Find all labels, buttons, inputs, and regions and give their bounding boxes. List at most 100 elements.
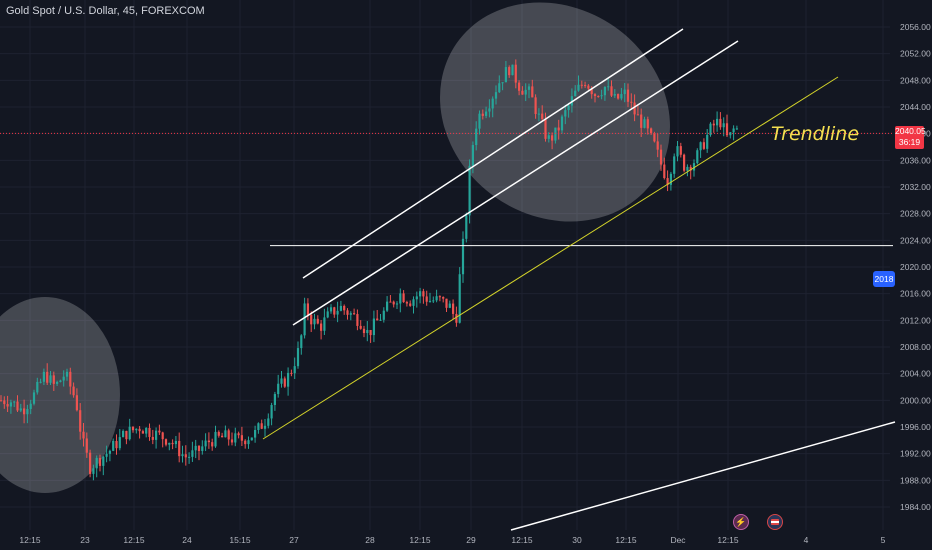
candle-body — [240, 435, 243, 441]
lightning-icon[interactable]: ⚡ — [733, 514, 749, 530]
candle-body — [9, 402, 12, 407]
time-tick-label: 15:15 — [229, 535, 251, 545]
trendline[interactable] — [262, 76, 839, 440]
candle-body — [122, 430, 125, 438]
candle-body — [415, 296, 418, 300]
candle-body — [683, 154, 686, 171]
candle-body — [128, 426, 131, 440]
candle-body — [587, 85, 590, 89]
price-tick-label: 2052.00 — [900, 49, 931, 59]
time-tick-label: 5 — [881, 535, 886, 545]
candle-body — [326, 311, 329, 318]
price-tick-label: 2024.00 — [900, 235, 931, 245]
candle-body — [395, 303, 399, 305]
candle-body — [362, 328, 366, 334]
candle-body — [29, 403, 32, 409]
price-tick-label: 2028.00 — [900, 209, 931, 219]
candle-body — [197, 445, 201, 451]
time-tick-label: 12:15 — [615, 535, 637, 545]
candle-body — [382, 310, 385, 320]
price-tick-label: 2044.00 — [900, 102, 931, 112]
candle-body — [323, 317, 326, 331]
candle-body — [402, 293, 405, 303]
bar-countdown: 36:19 — [898, 137, 921, 147]
candle-body — [217, 431, 220, 436]
candle-body — [247, 440, 250, 445]
candle-body — [458, 274, 461, 323]
candle-body — [92, 468, 95, 474]
candle-body — [524, 89, 527, 95]
highlight-circles — [0, 2, 670, 493]
candle-body — [676, 146, 679, 157]
candle-body — [455, 313, 458, 323]
channel-upper-line[interactable] — [302, 28, 684, 279]
candle-body — [679, 146, 682, 155]
candle-body — [171, 442, 174, 445]
time-tick-label: 4 — [804, 535, 809, 545]
candle-body — [511, 64, 514, 76]
candle-body — [663, 164, 666, 179]
trendline-annotation[interactable]: Trendline — [771, 123, 860, 145]
price-tick-label: 2056.00 — [900, 22, 931, 32]
candle-body — [597, 96, 600, 98]
candle-body — [16, 401, 19, 411]
candle-body — [353, 313, 356, 315]
candle-body — [108, 450, 111, 454]
candle-body — [689, 166, 692, 171]
candle-body — [659, 149, 663, 165]
candle-body — [95, 457, 98, 469]
drawings[interactable] — [0, 28, 896, 531]
candle-body — [237, 433, 240, 436]
lower-trendline[interactable] — [510, 421, 896, 531]
candle-body — [366, 329, 369, 334]
price-tick-label: 1996.00 — [900, 422, 931, 432]
candle-body — [412, 299, 415, 306]
candle-body — [643, 119, 646, 128]
candle-body — [475, 128, 478, 146]
candle-body — [194, 445, 197, 451]
candle-body — [69, 371, 72, 387]
candle-body — [716, 118, 719, 126]
candle-body — [640, 114, 643, 128]
candle-body — [244, 440, 247, 445]
candle-body — [673, 156, 676, 174]
candle-body — [336, 310, 339, 315]
candle-body — [339, 305, 342, 311]
candle-body — [518, 82, 521, 91]
candle-body — [570, 96, 573, 106]
price-tick-label: 1984.00 — [900, 502, 931, 512]
time-tick-label: Dec — [670, 535, 686, 545]
candle-body — [735, 128, 738, 130]
candle-body — [504, 67, 507, 83]
side-badge[interactable]: 2018 — [873, 271, 895, 287]
channel-lower-line[interactable] — [292, 40, 739, 326]
candle-body — [471, 145, 474, 166]
price-axis: 1984.00 1988.00 1992.00 1996.00 2000.00 2004.… — [900, 22, 931, 512]
candle-body — [514, 64, 517, 83]
candle-body — [0, 400, 3, 402]
candle-body — [419, 291, 422, 297]
candle-body — [574, 90, 577, 97]
us-flag-icon[interactable] — [767, 514, 783, 530]
candle-body — [494, 92, 498, 99]
candle-body — [386, 301, 389, 311]
candle-body — [191, 450, 194, 457]
candle-body — [254, 429, 257, 438]
candle-body — [263, 425, 267, 429]
candle-body — [405, 302, 408, 304]
candle-body — [79, 410, 82, 432]
candle-body — [521, 90, 524, 95]
time-tick-label: 12:15 — [409, 535, 431, 545]
candle-body — [98, 457, 102, 466]
time-tick-label: 24 — [182, 535, 192, 545]
candle-body — [343, 305, 346, 311]
candle-body — [577, 84, 580, 91]
price-tick-label: 2012.00 — [900, 315, 931, 325]
candle-body — [409, 303, 412, 306]
candle-body — [620, 94, 623, 99]
candle-body — [554, 127, 557, 141]
candle-body — [633, 102, 636, 115]
candle-body — [277, 383, 280, 395]
price-tick-label: 2020.00 — [900, 262, 931, 272]
